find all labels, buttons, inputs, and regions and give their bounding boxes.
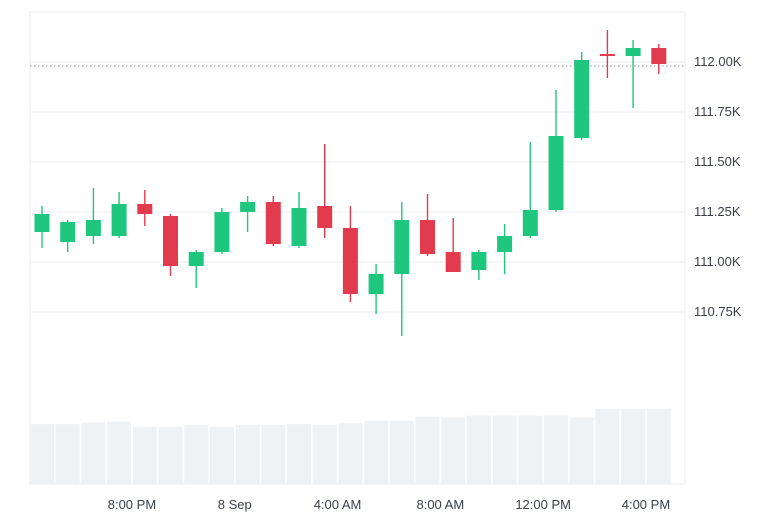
- candle: [574, 52, 590, 140]
- volume-bar: [287, 424, 311, 484]
- volume-bar: [261, 425, 286, 484]
- volume-bar: [389, 420, 414, 484]
- x-axis-labels: 8:00 PM 8 Sep 4:00 AM 8:00 AM 12:00 PM 4:00 P…: [108, 497, 670, 512]
- candle-body: [265, 202, 281, 244]
- candle-body: [445, 252, 461, 272]
- volume-bar: [646, 408, 671, 484]
- volume-bar: [621, 408, 646, 484]
- candle: [368, 264, 384, 314]
- x-tick-label: 8:00 PM: [108, 497, 156, 512]
- candle-body: [394, 220, 410, 274]
- volume-bar: [132, 426, 157, 484]
- candle: [651, 44, 667, 74]
- volume-bar: [55, 424, 80, 484]
- candle-body: [240, 202, 256, 212]
- candle: [85, 188, 101, 244]
- y-axis-labels: 110.75K 111.00K 111.25K 111.50K 111.75K 112.0…: [694, 54, 742, 319]
- volume-bar: [492, 415, 517, 484]
- volume-bar: [569, 417, 594, 484]
- candle: [240, 196, 256, 232]
- y-tick-label: 111.75K: [694, 104, 741, 119]
- volume-bar: [338, 423, 363, 484]
- y-tick-label: 111.00K: [694, 254, 741, 269]
- candle-body: [111, 204, 127, 236]
- volume-bar: [441, 417, 466, 484]
- volume-bar: [364, 420, 389, 484]
- x-tick-label: 4:00 AM: [314, 497, 362, 512]
- candle: [497, 224, 513, 274]
- candle-body: [137, 204, 153, 214]
- volume-bar: [518, 415, 543, 484]
- candle-body: [625, 48, 641, 56]
- x-tick-label: 12:00 PM: [515, 497, 571, 512]
- candle: [163, 214, 178, 276]
- candle: [522, 142, 538, 238]
- candles: [34, 30, 667, 336]
- candle-body: [163, 216, 178, 266]
- candle: [471, 250, 487, 280]
- volume-bar: [81, 422, 106, 484]
- candle: [137, 190, 153, 226]
- volume-bar: [209, 426, 234, 484]
- candle: [111, 192, 127, 238]
- candle-body: [34, 214, 50, 232]
- candle-body: [599, 54, 615, 56]
- candle: [188, 250, 204, 288]
- volume-bar: [107, 421, 132, 484]
- x-tick-label: 4:00 PM: [622, 497, 670, 512]
- candle: [342, 206, 358, 302]
- candle-body: [342, 228, 358, 294]
- candle-body: [420, 220, 435, 254]
- candle: [625, 40, 641, 108]
- candle-body: [317, 206, 333, 228]
- candle-body: [548, 136, 564, 210]
- candle-body: [471, 252, 487, 270]
- volume-bar: [415, 416, 440, 484]
- volume-bar: [312, 425, 337, 484]
- volume-bar: [544, 415, 568, 484]
- candle-body: [574, 60, 590, 138]
- candle: [214, 208, 230, 254]
- candle: [265, 196, 281, 246]
- volume-bars: [30, 408, 671, 484]
- y-tick-label: 112.00K: [694, 54, 742, 69]
- candle-body: [214, 212, 230, 252]
- candle: [394, 202, 410, 336]
- volume-bar: [595, 408, 620, 484]
- volume-bar: [184, 425, 209, 484]
- candle: [445, 218, 461, 272]
- candle-body: [60, 222, 76, 242]
- candle: [420, 194, 435, 256]
- y-tick-label: 110.75K: [694, 304, 742, 319]
- candle: [548, 90, 564, 212]
- volume-bar: [158, 426, 183, 484]
- volume-bar: [30, 424, 54, 484]
- volume-bar: [466, 415, 491, 484]
- candle: [599, 30, 615, 78]
- candle-body: [497, 236, 513, 252]
- volume-bar: [235, 425, 260, 484]
- candle-body: [188, 252, 204, 266]
- candle-body: [291, 208, 307, 246]
- candle: [291, 192, 307, 248]
- candle-body: [651, 48, 667, 64]
- candle-body: [522, 210, 538, 236]
- candle-body: [85, 220, 101, 236]
- x-tick-label: 8 Sep: [218, 497, 252, 512]
- candle: [34, 206, 50, 248]
- y-tick-label: 111.25K: [694, 204, 741, 219]
- candle: [60, 220, 76, 252]
- y-tick-label: 111.50K: [694, 154, 741, 169]
- candle: [317, 144, 333, 238]
- candle-body: [368, 274, 384, 294]
- x-tick-label: 8:00 AM: [416, 497, 464, 512]
